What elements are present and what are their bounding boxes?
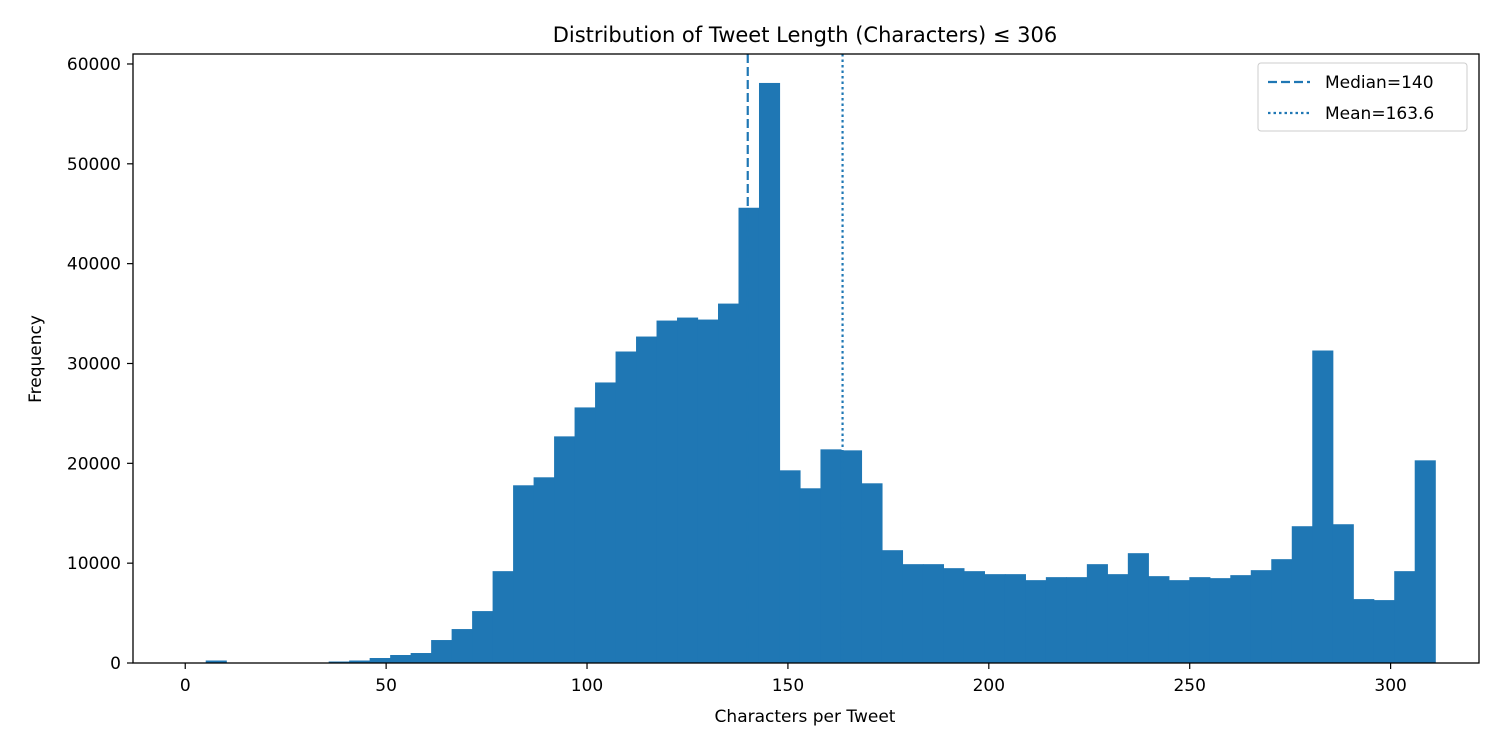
plot-frame	[132, 53, 1480, 664]
histogram-bar	[554, 436, 576, 663]
histogram-bar	[410, 653, 432, 663]
histogram-bar	[1312, 350, 1334, 663]
histogram-bar	[1209, 578, 1231, 663]
histogram-bar	[656, 320, 678, 663]
histogram-bar	[1045, 577, 1067, 663]
histogram-bar	[1353, 599, 1375, 663]
histogram-bar	[369, 658, 391, 663]
x-tick-label: 150	[772, 676, 804, 696]
histogram-bar	[1004, 574, 1026, 663]
histogram-bar	[1025, 580, 1047, 663]
histogram-bar	[1250, 570, 1272, 663]
histogram-bar	[1168, 580, 1190, 663]
histogram-bar	[1127, 553, 1149, 663]
histogram-bar	[513, 485, 535, 663]
histogram-bar	[758, 82, 781, 663]
histogram-bar	[677, 317, 699, 663]
x-axis-label: Characters per Tweet	[715, 707, 896, 727]
y-tick-label: 30000	[67, 354, 121, 374]
legend-mean-label: Mean=163.6	[1325, 104, 1434, 124]
histogram-bar	[636, 336, 658, 663]
histogram-bar	[1107, 574, 1129, 663]
reference-lines-group	[746, 54, 844, 663]
histogram-bar	[943, 568, 965, 663]
x-tick-label: 250	[1173, 676, 1205, 696]
chart-title: Distribution of Tweet Length (Characters…	[553, 23, 1058, 47]
histogram-bar	[451, 629, 473, 663]
histogram-bar	[922, 564, 945, 663]
y-tick-label: 20000	[67, 454, 121, 474]
x-tick-label: 200	[973, 676, 1005, 696]
histogram-bar	[1394, 571, 1416, 663]
histogram-bar	[1148, 576, 1170, 663]
histogram-bar	[902, 564, 924, 663]
histogram-bar	[615, 351, 637, 663]
legend-box	[1257, 62, 1468, 132]
histogram-bar	[840, 450, 863, 663]
histogram-bar	[328, 661, 350, 663]
histogram-bar	[820, 449, 842, 663]
x-tick-label: 300	[1374, 676, 1406, 696]
bars-group	[205, 82, 1436, 663]
y-axis-label: Frequency	[26, 315, 46, 403]
histogram-bar	[799, 488, 822, 663]
histogram-bar	[718, 303, 740, 663]
x-tick-label: 100	[571, 676, 603, 696]
histogram-bar	[1414, 460, 1436, 663]
y-tick-label: 0	[110, 654, 121, 674]
histogram-bar	[492, 571, 514, 663]
histogram-bar	[349, 660, 371, 663]
histogram-bar	[1066, 577, 1088, 663]
histogram-bar	[1271, 559, 1293, 663]
x-tick-label: 50	[375, 676, 397, 696]
histogram-bar	[963, 571, 985, 663]
histogram-bar	[574, 407, 596, 663]
y-tick-label: 50000	[67, 155, 121, 175]
histogram-bar	[738, 207, 760, 663]
histogram-bar	[431, 640, 453, 663]
x-axis-ticks: 0 50 100 150 200 250 300	[180, 663, 1407, 696]
histogram-bar	[595, 382, 617, 663]
legend-median-label: Median=140	[1325, 73, 1434, 93]
histogram-bar	[472, 611, 494, 663]
legend: Median=140 Mean=163.6	[1257, 62, 1468, 132]
histogram-bar	[1373, 600, 1395, 663]
histogram-bar	[1086, 564, 1108, 663]
histogram-bar	[533, 477, 555, 663]
histogram-bar	[390, 655, 412, 663]
histogram-bar	[861, 483, 883, 663]
x-tick-label: 0	[180, 676, 191, 696]
histogram-bar	[881, 550, 904, 663]
histogram-bar	[697, 319, 719, 663]
histogram-bar	[1291, 526, 1313, 663]
histogram-bar	[205, 660, 227, 663]
histogram-bar	[1189, 577, 1211, 663]
y-tick-label: 60000	[67, 55, 121, 75]
histogram-bar	[779, 470, 801, 663]
y-tick-label: 40000	[67, 255, 121, 275]
y-tick-label: 10000	[67, 554, 121, 574]
histogram-bar	[984, 574, 1006, 663]
histogram-bar	[1230, 575, 1252, 663]
y-axis-ticks: 0 10000 20000 30000 40000 50000 60000	[67, 55, 133, 674]
histogram-bar	[1332, 524, 1354, 663]
